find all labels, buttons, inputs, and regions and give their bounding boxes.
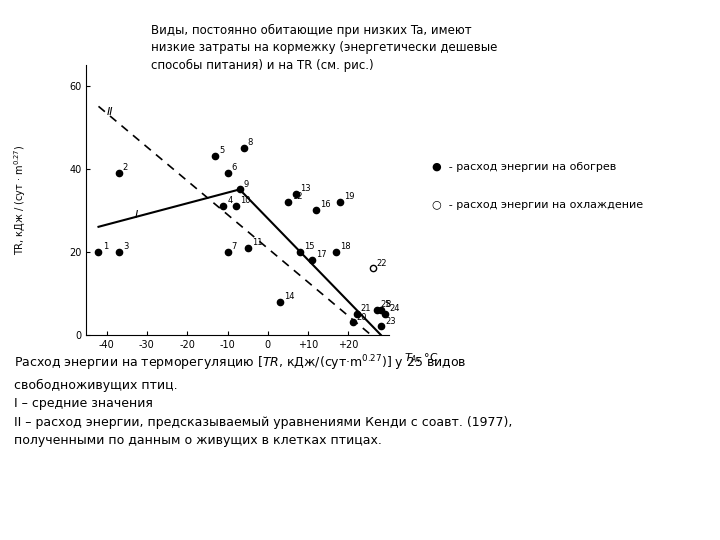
Text: ●  - расход энергии на обогрев: ● - расход энергии на обогрев — [432, 162, 616, 172]
Text: 11: 11 — [252, 238, 262, 247]
Text: 15: 15 — [305, 242, 315, 251]
Text: 12: 12 — [292, 192, 302, 201]
Text: $T_A$, °C: $T_A$, °C — [404, 351, 438, 365]
Text: 10: 10 — [240, 196, 251, 205]
Text: Виды, постоянно обитающие при низких Ta, имеют
низкие затраты на кормежку (энерг: Виды, постоянно обитающие при низких Ta,… — [151, 24, 498, 71]
Text: I: I — [135, 211, 138, 220]
Text: 25: 25 — [381, 300, 392, 309]
Text: 20: 20 — [356, 313, 367, 321]
Text: 18: 18 — [341, 242, 351, 251]
Text: 14: 14 — [284, 292, 294, 301]
Text: 13: 13 — [300, 184, 311, 193]
Text: 19: 19 — [345, 192, 355, 201]
Text: 21: 21 — [361, 304, 372, 313]
Text: 7: 7 — [232, 242, 237, 251]
Text: 6: 6 — [232, 163, 237, 172]
Text: 9: 9 — [244, 180, 249, 188]
Text: 1: 1 — [103, 242, 108, 251]
Text: TR, кДж / (сут · m$^{0.27}$): TR, кДж / (сут · m$^{0.27}$) — [12, 145, 27, 255]
Text: 23: 23 — [385, 317, 395, 326]
Text: 4: 4 — [228, 196, 233, 205]
Text: ○  - расход энергии на охлаждение: ○ - расход энергии на охлаждение — [432, 200, 643, 210]
Text: 16: 16 — [320, 200, 331, 210]
Text: 24: 24 — [389, 304, 400, 313]
Text: 8: 8 — [248, 138, 253, 147]
Text: 17: 17 — [316, 250, 327, 259]
Text: 22: 22 — [377, 259, 387, 267]
Text: 2: 2 — [123, 163, 128, 172]
Text: 3: 3 — [123, 242, 128, 251]
Text: II: II — [107, 106, 113, 117]
Text: 5: 5 — [220, 146, 225, 156]
Text: Расход энергии на терморегуляцию [$\mathit{TR}$, кДж/(сут·m$^{0.27}$)] у 25 видо: Расход энергии на терморегуляцию [$\math… — [14, 354, 513, 448]
Text: 8: 8 — [385, 300, 390, 309]
